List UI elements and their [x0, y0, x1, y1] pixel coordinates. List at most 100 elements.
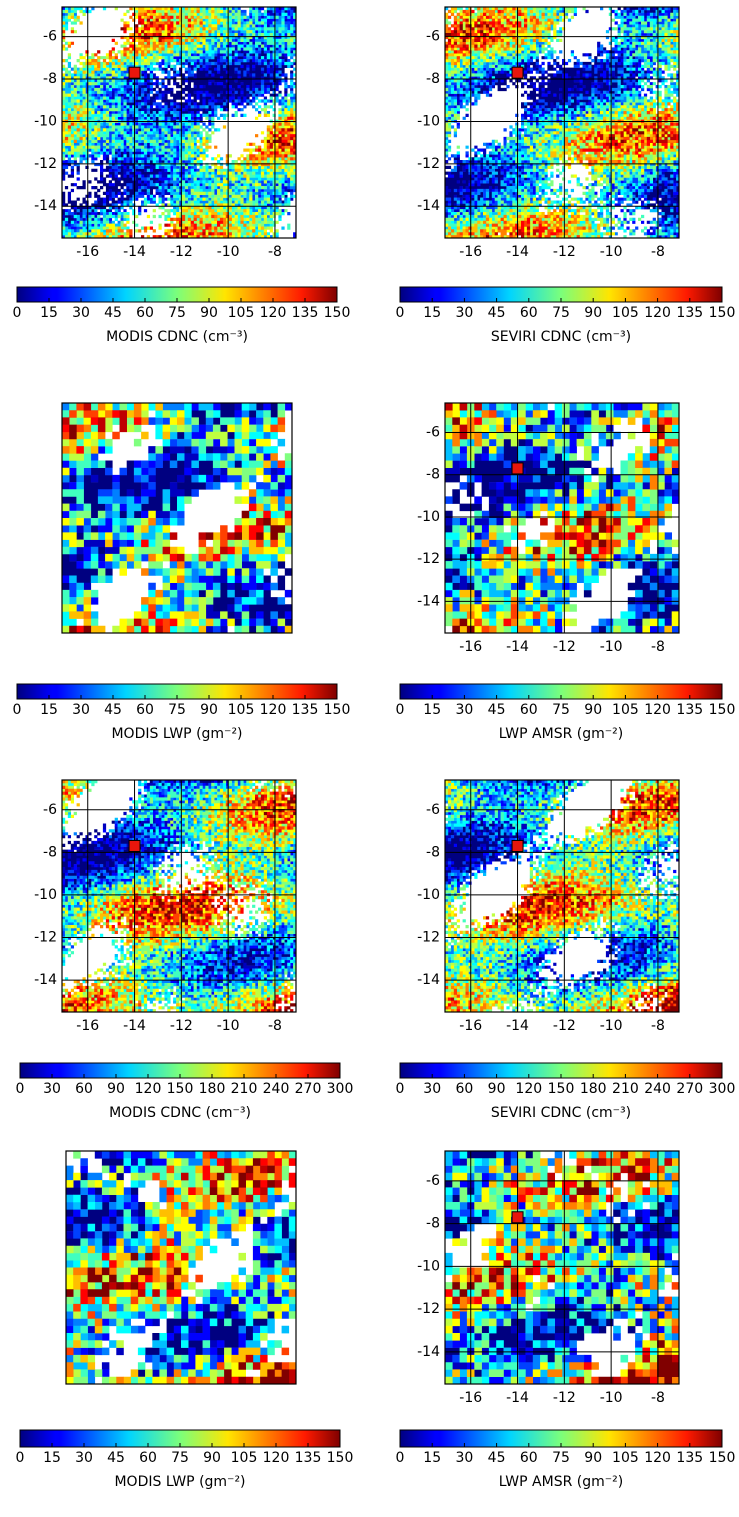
- colorbar-tick-label: 45: [488, 305, 506, 321]
- x-tick-label: -10: [600, 1018, 623, 1034]
- map-texture: [452, 1151, 680, 1385]
- colorbar-tick-label: 240: [644, 1081, 671, 1097]
- y-tick-label: -14: [417, 593, 440, 609]
- x-tick-label: -8: [651, 1018, 665, 1034]
- colorbar-tick-label: 45: [104, 305, 122, 321]
- map-texture: [62, 791, 294, 1013]
- colorbar-label: LWP AMSR (gm⁻²): [499, 726, 623, 742]
- colorbar-tick-label: 15: [40, 702, 58, 718]
- colorbar-tick-label: 90: [107, 1081, 125, 1097]
- y-tick-label: -10: [34, 113, 57, 129]
- map-texture: [445, 1158, 680, 1377]
- map-texture: [445, 1151, 673, 1385]
- colorbar-tick-label: 60: [136, 702, 154, 718]
- x-tick-label: -8: [268, 244, 282, 260]
- colorbar-tick-label: 90: [488, 1081, 506, 1097]
- x-tick-label: -10: [600, 639, 623, 655]
- colorbar-tick-label: 60: [136, 305, 154, 321]
- map-texture: [445, 780, 680, 1013]
- map-texture: [62, 403, 286, 634]
- x-tick-label: -12: [553, 1018, 576, 1034]
- colorbar-tick-label: 120: [644, 305, 671, 321]
- colorbar-tick-label: 30: [455, 702, 473, 718]
- x-tick-label: -12: [553, 244, 576, 260]
- colorbar-tick-label: 105: [612, 702, 639, 718]
- colorbar-tick-label: 30: [423, 1081, 441, 1097]
- axes-frame: [61, 402, 293, 634]
- colorbar-tick-label: 90: [584, 305, 602, 321]
- y-tick-label: -6: [426, 425, 440, 441]
- y-tick-label: -14: [417, 972, 440, 988]
- map-texture: [66, 1151, 297, 1385]
- y-tick-label: -8: [426, 71, 440, 87]
- colorbar-tick-label: 90: [200, 305, 218, 321]
- y-tick-label: -6: [43, 802, 57, 818]
- colorbar-tick-label: 135: [292, 305, 319, 321]
- map-texture: [62, 7, 297, 239]
- colorbar-label: MODIS CDNC (cm⁻³): [109, 1105, 251, 1121]
- colorbar-tick-label: 0: [396, 1450, 405, 1466]
- marker: [511, 462, 524, 475]
- x-tick-label: -10: [600, 1390, 623, 1406]
- colorbar-tick-label: 135: [292, 702, 319, 718]
- x-tick-label: -14: [506, 244, 529, 260]
- colorbar-tick-label: 105: [228, 305, 255, 321]
- colorbar-tick-label: 105: [612, 305, 639, 321]
- y-tick-label: -6: [43, 29, 57, 45]
- colorbar-tick-label: 240: [263, 1081, 290, 1097]
- colorbar-tick-label: 270: [676, 1081, 703, 1097]
- y-tick-label: -6: [426, 29, 440, 45]
- map-texture: [445, 403, 680, 634]
- map-texture: [66, 1151, 297, 1377]
- x-tick-label: -12: [170, 244, 193, 260]
- x-tick-label: -14: [123, 244, 146, 260]
- colorbar-tick-label: 90: [584, 1450, 602, 1466]
- colorbar-tick-label: 75: [552, 1450, 570, 1466]
- y-tick-label: -10: [417, 113, 440, 129]
- colorbar-tick-label: 120: [260, 305, 287, 321]
- colorbar-tick-label: 90: [584, 702, 602, 718]
- y-tick-label: -12: [417, 1301, 440, 1317]
- x-tick-label: -14: [506, 639, 529, 655]
- colorbar-tick-label: 135: [676, 702, 703, 718]
- map-texture: [66, 1151, 297, 1377]
- colorbar-tick-label: 135: [295, 1450, 322, 1466]
- x-tick-label: -12: [553, 1390, 576, 1406]
- colorbar-tick-label: 105: [228, 702, 255, 718]
- x-tick-label: -10: [217, 244, 240, 260]
- map-texture: [445, 403, 680, 634]
- colorbar-tick-label: 150: [709, 305, 736, 321]
- colorbar-tick-label: 30: [43, 1081, 61, 1097]
- y-tick-label: -12: [34, 156, 57, 172]
- colorbar-tick-label: 45: [107, 1450, 125, 1466]
- colorbar-tick-label: 180: [199, 1081, 226, 1097]
- axes-frame: [444, 6, 680, 239]
- map-texture: [66, 1151, 297, 1385]
- x-tick-label: -12: [170, 1018, 193, 1034]
- colorbar-label: MODIS LWP (gm⁻²): [111, 726, 242, 742]
- y-tick-label: -10: [34, 887, 57, 903]
- colorbar-tick-label: 300: [327, 1081, 354, 1097]
- y-tick-label: -10: [417, 1258, 440, 1274]
- colorbar-tick-label: 60: [75, 1081, 93, 1097]
- colorbar-tick-label: 150: [709, 702, 736, 718]
- colorbar-tick-label: 15: [43, 1450, 61, 1466]
- axes-frame: [444, 1150, 680, 1385]
- colorbar-tick-label: 60: [455, 1081, 473, 1097]
- colorbar-tick-label: 15: [40, 305, 58, 321]
- colorbar-tick-label: 30: [455, 1450, 473, 1466]
- x-tick-label: -14: [506, 1018, 529, 1034]
- axes-frame: [65, 1150, 297, 1385]
- map-texture: [62, 7, 297, 239]
- colorbar-tick-label: 120: [263, 1450, 290, 1466]
- y-tick-label: -12: [417, 551, 440, 567]
- y-tick-label: -8: [426, 844, 440, 860]
- colorbar-tick-label: 90: [200, 702, 218, 718]
- x-tick-label: -16: [76, 244, 99, 260]
- map-texture: [62, 780, 297, 1001]
- colorbar-tick-label: 30: [455, 305, 473, 321]
- map-texture: [66, 1151, 282, 1377]
- colorbar-tick-label: 15: [423, 1450, 441, 1466]
- colorbar-tick-label: 270: [295, 1081, 322, 1097]
- colorbar-label: SEVIRI CDNC (cm⁻³): [491, 1105, 631, 1121]
